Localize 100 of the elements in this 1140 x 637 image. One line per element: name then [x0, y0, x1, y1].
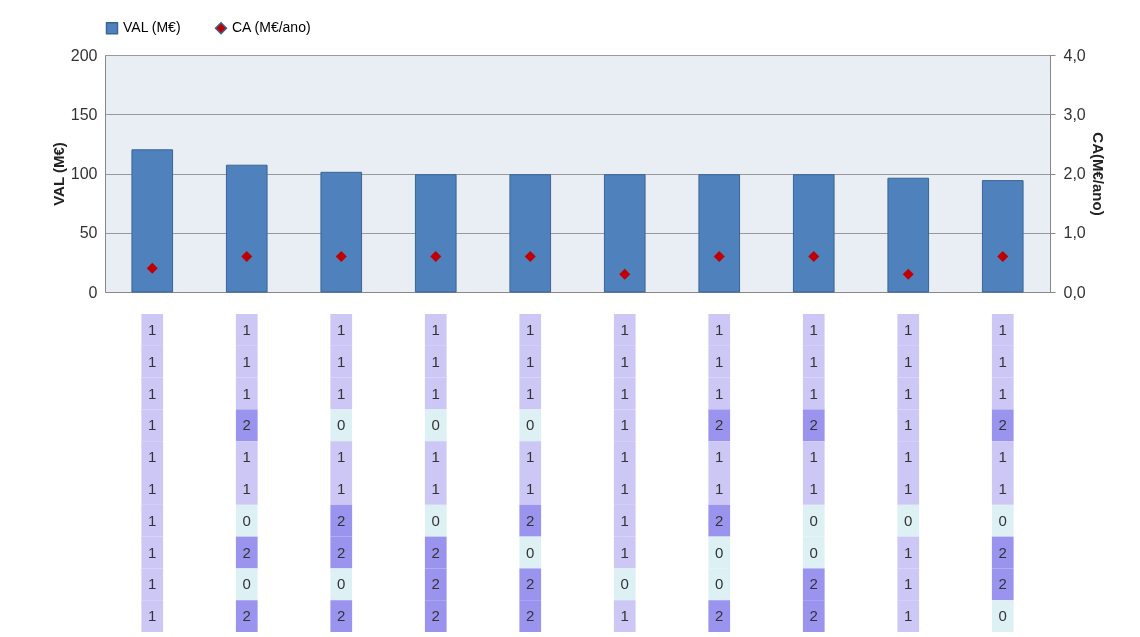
data-label: 1 [998, 352, 1007, 370]
data-label: 1 [904, 448, 913, 466]
y-tick-label: 50 [79, 224, 98, 242]
data-label: 1 [526, 352, 535, 370]
data-label: 1 [620, 448, 629, 466]
y2-axis-title: CA(M€/ano) [1089, 132, 1107, 216]
data-label: 1 [148, 384, 157, 402]
data-label: 1 [904, 575, 913, 593]
data-label: 1 [242, 448, 251, 466]
data-label: 2 [809, 416, 818, 434]
point [335, 250, 347, 262]
data-label: 0 [337, 575, 346, 593]
data-label: 2 [715, 511, 724, 529]
data-label: 2 [242, 543, 251, 561]
data-label: 0 [431, 416, 440, 434]
data-label: 1 [431, 448, 440, 466]
data-label: 1 [526, 479, 535, 497]
data-label: 1 [904, 352, 913, 370]
data-label: 2 [998, 416, 1007, 434]
y2-tick-label: 2,0 [1063, 165, 1086, 182]
data-label: 1 [242, 320, 251, 338]
data-label: 2 [998, 575, 1007, 593]
data-label: 1 [526, 448, 535, 466]
data-label: 1 [998, 479, 1007, 497]
data-label: 1 [620, 384, 629, 402]
data-label: 1 [998, 384, 1007, 402]
data-label: 1 [431, 320, 440, 338]
data-label: 1 [337, 320, 346, 338]
data-label: 0 [998, 607, 1007, 625]
data-label: 1 [809, 479, 818, 497]
y2-tick-label: 1,0 [1063, 224, 1086, 242]
point [430, 250, 442, 262]
data-label: 1 [715, 352, 724, 370]
data-label: 1 [337, 384, 346, 402]
point [241, 250, 253, 262]
data-label: 1 [431, 384, 440, 402]
y2-tick-label: 0,0 [1063, 283, 1086, 301]
data-label: 1 [148, 511, 157, 529]
data-label: 0 [526, 543, 535, 561]
data-label: 1 [620, 511, 629, 529]
data-label: 1 [148, 543, 157, 561]
data-label: 1 [337, 448, 346, 466]
bar [887, 177, 930, 293]
data-label: 0 [715, 543, 724, 561]
data-label: 0 [526, 416, 535, 434]
data-label: 1 [431, 352, 440, 370]
data-label: 2 [526, 607, 535, 625]
data-label: 1 [620, 607, 629, 625]
bar [225, 164, 268, 293]
y-tick-label: 0 [88, 283, 98, 301]
data-label: 2 [809, 607, 818, 625]
bar [131, 149, 174, 293]
data-label: 1 [526, 320, 535, 338]
data-label: 1 [148, 416, 157, 434]
data-label: 1 [809, 352, 818, 370]
bar [509, 174, 552, 293]
legend-label: VAL (M€) [123, 19, 181, 36]
data-label: 0 [998, 511, 1007, 529]
data-label: 0 [620, 575, 629, 593]
data-label: 1 [904, 479, 913, 497]
point [619, 268, 631, 280]
data-label: 1 [242, 384, 251, 402]
y-tick-label: 150 [70, 105, 98, 123]
data-label: 0 [809, 511, 818, 529]
point [902, 268, 914, 280]
data-label: 1 [904, 416, 913, 434]
data-label: 1 [904, 384, 913, 402]
data-label: 1 [715, 320, 724, 338]
data-label: 2 [431, 607, 440, 625]
data-label: 2 [809, 575, 818, 593]
y-tick-label: 100 [70, 165, 98, 182]
point [808, 250, 820, 262]
legend-label: CA (M€/ano) [232, 19, 311, 36]
data-label: 1 [809, 384, 818, 402]
y-axis-title: VAL (M€) [49, 142, 67, 206]
data-label: 2 [337, 607, 346, 625]
data-label: 0 [431, 511, 440, 529]
data-label: 1 [242, 479, 251, 497]
data-label: 2 [242, 607, 251, 625]
data-label: 1 [809, 448, 818, 466]
data-label: 1 [904, 607, 913, 625]
point [713, 250, 725, 262]
data-label: 1 [904, 320, 913, 338]
point [524, 250, 536, 262]
data-label: 1 [620, 543, 629, 561]
data-label: 1 [998, 320, 1007, 338]
data-label: 1 [148, 320, 157, 338]
data-label: 2 [715, 607, 724, 625]
data-label: 0 [715, 575, 724, 593]
data-label: 1 [148, 448, 157, 466]
bar [792, 174, 835, 293]
data-label: 1 [431, 479, 440, 497]
data-label: 1 [337, 479, 346, 497]
data-label: 2 [337, 543, 346, 561]
data-label: 1 [337, 352, 346, 370]
data-label: 2 [526, 575, 535, 593]
data-label: 2 [526, 511, 535, 529]
bar [414, 174, 457, 293]
data-label: 1 [526, 384, 535, 402]
point [997, 250, 1009, 262]
